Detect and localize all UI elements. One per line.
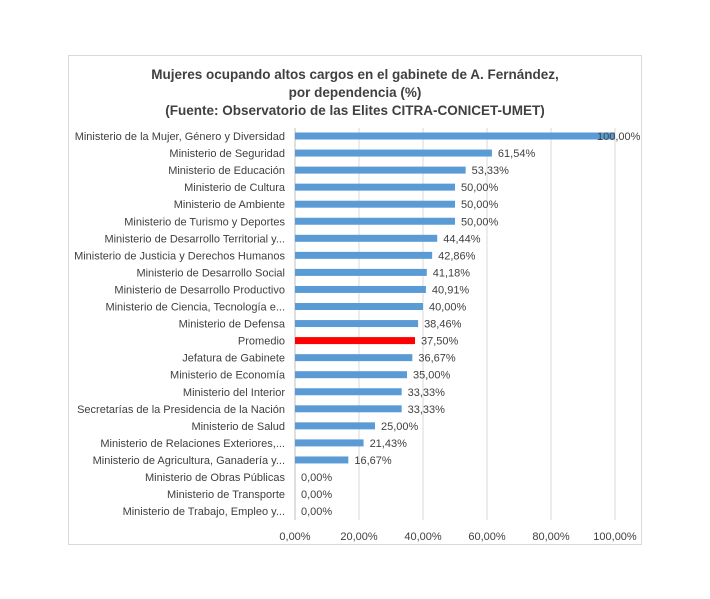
data-label: 50,00% (461, 199, 499, 211)
data-label: 100,00% (597, 131, 641, 143)
category-label: Ministerio de Economía (170, 370, 286, 382)
category-label: Ministerio de Defensa (179, 319, 286, 331)
data-label: 36,67% (418, 353, 456, 365)
category-label: Ministerio de Desarrollo Social (136, 267, 285, 279)
bar (295, 183, 455, 191)
bar (295, 371, 407, 379)
x-tick-label: 60,00% (468, 531, 506, 543)
x-tick-label: 80,00% (532, 531, 570, 543)
data-label: 37,50% (421, 336, 459, 348)
category-label: Ministerio de Desarrollo Productivo (114, 284, 285, 296)
category-label: Ministerio de Turismo y Deportes (124, 216, 285, 228)
data-label: 16,67% (354, 455, 392, 467)
data-label: 41,18% (433, 267, 471, 279)
chart-frame (68, 55, 642, 545)
category-label: Ministerio de Transporte (167, 489, 285, 501)
bar (295, 285, 426, 293)
category-label: Ministerio de Educación (168, 165, 285, 177)
data-label: 35,00% (413, 370, 451, 382)
category-label: Ministerio del Interior (183, 387, 285, 399)
data-label: 40,91% (432, 284, 470, 296)
bar (295, 149, 492, 157)
bar (295, 320, 419, 328)
data-label: 53,33% (472, 165, 510, 177)
data-label: 42,86% (438, 250, 476, 262)
bar (295, 200, 455, 208)
bar (295, 217, 455, 225)
category-label: Ministerio de Desarrollo Territorial y..… (104, 233, 285, 245)
x-tick-label: 100,00% (593, 531, 637, 543)
bar (295, 268, 427, 276)
bar (295, 354, 413, 362)
data-label: 25,00% (381, 421, 419, 433)
title-line-3: (Fuente: Observatorio de las Elites CITR… (165, 103, 545, 118)
data-label: 38,46% (424, 319, 462, 331)
title-line-1: Mujeres ocupando altos cargos en el gabi… (151, 67, 559, 82)
category-label: Ministerio de Obras Públicas (145, 472, 286, 484)
x-tick-label: 0,00% (279, 531, 310, 543)
category-label: Ministerio de la Mujer, Género y Diversi… (75, 131, 285, 143)
category-label: Jefatura de Gabinete (182, 353, 285, 365)
bar (295, 132, 615, 140)
category-label: Ministerio de Ciencia, Tecnología e... (105, 302, 285, 314)
category-label: Secretarías de la Presidencia de la Naci… (77, 404, 285, 416)
bar (295, 166, 466, 174)
category-label: Ministerio de Ambiente (174, 199, 285, 211)
bar (295, 251, 433, 259)
category-label: Ministerio de Cultura (184, 182, 286, 194)
data-label: 0,00% (301, 506, 332, 518)
bar (295, 303, 423, 310)
category-label: Ministerio de Justicia y Derechos Humano… (74, 250, 285, 262)
data-label: 0,00% (301, 489, 332, 501)
bar (295, 456, 349, 464)
bar (295, 388, 402, 396)
category-label: Ministerio de Salud (191, 421, 285, 433)
category-label: Ministerio de Trabajo, Empleo y... (123, 506, 285, 518)
x-tick-label: 40,00% (404, 531, 442, 543)
data-label: 40,00% (429, 302, 467, 314)
data-label: 33,33% (408, 404, 446, 416)
bar (295, 439, 364, 447)
bar (295, 422, 375, 430)
data-label: 21,43% (370, 438, 408, 450)
data-label: 0,00% (301, 472, 332, 484)
category-label: Ministerio de Seguridad (169, 148, 285, 160)
x-tick-label: 20,00% (340, 531, 378, 543)
chart-title: Mujeres ocupando altos cargos en el gabi… (68, 66, 642, 120)
data-label: 44,44% (443, 233, 481, 245)
data-label: 33,33% (408, 387, 446, 399)
data-label: 61,54% (498, 148, 536, 160)
bar (295, 234, 438, 242)
data-label: 50,00% (461, 216, 499, 228)
category-label: Ministerio de Relaciones Exteriores,... (100, 438, 285, 450)
title-line-2: por dependencia (%) (288, 85, 422, 100)
bar (295, 405, 402, 413)
bar (295, 337, 415, 345)
data-label: 50,00% (461, 182, 499, 194)
category-label: Promedio (238, 336, 285, 348)
category-label: Ministerio de Agricultura, Ganadería y..… (93, 455, 285, 467)
